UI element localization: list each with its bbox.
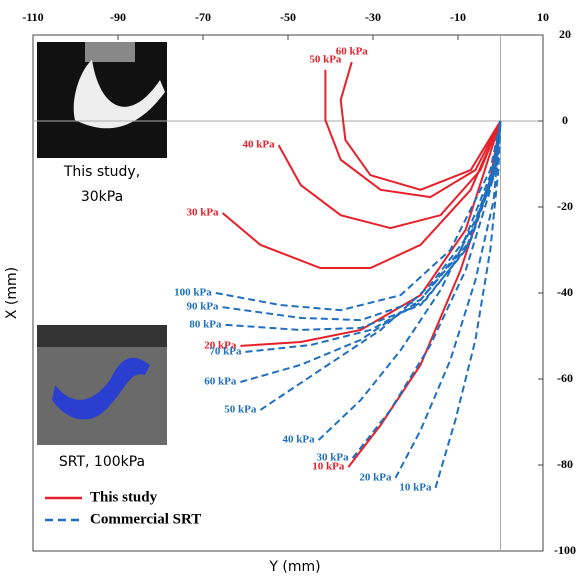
curve-label: 100 kPa	[174, 287, 212, 299]
curve	[240, 121, 500, 346]
y-tick-label: 0	[562, 113, 568, 127]
photo-mount	[37, 325, 167, 347]
chart: Y (mm) X (mm) -110 -90 -70 -50 -30 -10 10 20 0 -2…	[0, 0, 585, 578]
photo-mount	[85, 42, 135, 62]
curve-label: 90 kPa	[186, 301, 219, 313]
x-axis-label: Y (mm)	[268, 559, 320, 575]
curve-label: 70 kPa	[209, 345, 242, 357]
x-tick-label: -90	[110, 10, 126, 24]
curve-label: 80 kPa	[189, 318, 222, 330]
y-tick-label: -80	[557, 457, 573, 471]
legend-label: Commercial SRT	[90, 511, 201, 527]
curve-label: 50 kPa	[224, 403, 257, 415]
curve-label: 50 kPa	[309, 53, 342, 65]
y-tick-label: -20	[557, 199, 573, 213]
y-axis-label: X (mm)	[4, 267, 20, 319]
photos	[37, 42, 167, 445]
curve-label: 40 kPa	[283, 434, 316, 446]
curve	[341, 62, 501, 190]
curve-label: 30 kPa	[186, 207, 219, 219]
y-tick-label: -60	[557, 371, 573, 385]
legend-label: This study	[90, 489, 158, 505]
x-tick-label: -110	[22, 10, 43, 24]
curve-label: 40 kPa	[243, 139, 276, 151]
curve-label: 30 kPa	[317, 452, 350, 464]
x-tick-label: -10	[450, 10, 466, 24]
photo-caption: SRT, 100kPa	[59, 454, 145, 470]
curve	[319, 121, 501, 440]
y-tick-label: -100	[554, 543, 576, 557]
photo-caption: This study,30kPa	[63, 164, 140, 205]
curve-label: 60 kPa	[204, 376, 237, 388]
curve	[226, 121, 501, 330]
x-tick-label: -70	[195, 10, 211, 24]
y-tick-label: 20	[559, 27, 571, 41]
y-tick-label: -40	[557, 285, 573, 299]
x-tick-label: 10	[537, 10, 549, 24]
curve-label: 20 kPa	[359, 471, 392, 483]
curve-label: 10 kPa	[399, 481, 432, 493]
x-tick-label: -30	[365, 10, 381, 24]
x-tick-label: -50	[280, 10, 296, 24]
